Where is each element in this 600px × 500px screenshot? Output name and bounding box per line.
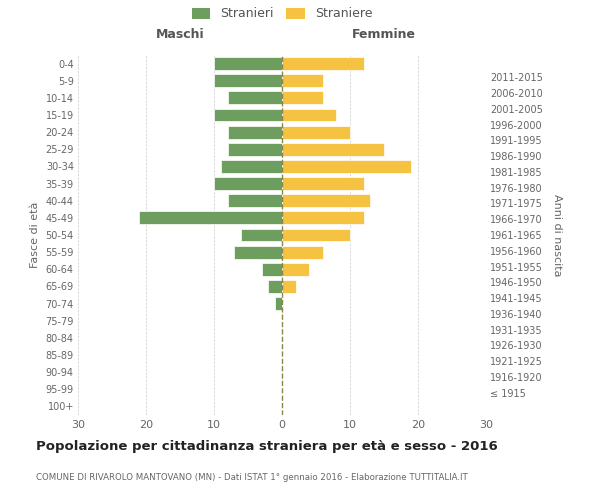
Bar (282, 160, 411, 173)
Bar (282, 57, 364, 70)
Bar (282, 194, 370, 207)
Bar (227, 194, 282, 207)
Bar (282, 108, 337, 122)
Y-axis label: Anni di nascita: Anni di nascita (553, 194, 562, 276)
Bar (227, 126, 282, 138)
Bar (282, 177, 364, 190)
Bar (262, 263, 282, 276)
Bar (282, 143, 384, 156)
Bar (282, 263, 309, 276)
Bar (268, 280, 282, 293)
Bar (241, 228, 282, 241)
Bar (227, 143, 282, 156)
Bar (214, 74, 282, 87)
Text: COMUNE DI RIVAROLO MANTOVANO (MN) - Dati ISTAT 1° gennaio 2016 - Elaborazione TU: COMUNE DI RIVAROLO MANTOVANO (MN) - Dati… (36, 473, 468, 482)
Bar (214, 108, 282, 122)
Bar (214, 177, 282, 190)
Bar (235, 246, 282, 258)
Legend: Stranieri, Straniere: Stranieri, Straniere (188, 4, 376, 24)
Bar (282, 92, 323, 104)
Bar (139, 212, 282, 224)
Bar (227, 92, 282, 104)
Y-axis label: Fasce di età: Fasce di età (30, 202, 40, 268)
Bar (282, 126, 350, 138)
Bar (282, 280, 296, 293)
Bar (282, 228, 350, 241)
Bar (221, 160, 282, 173)
Bar (282, 212, 364, 224)
Bar (282, 74, 323, 87)
Text: Femmine: Femmine (352, 28, 416, 40)
Bar (275, 297, 282, 310)
Text: Maschi: Maschi (155, 28, 205, 40)
Bar (214, 57, 282, 70)
Text: Popolazione per cittadinanza straniera per età e sesso - 2016: Popolazione per cittadinanza straniera p… (36, 440, 498, 453)
Bar (282, 246, 323, 258)
